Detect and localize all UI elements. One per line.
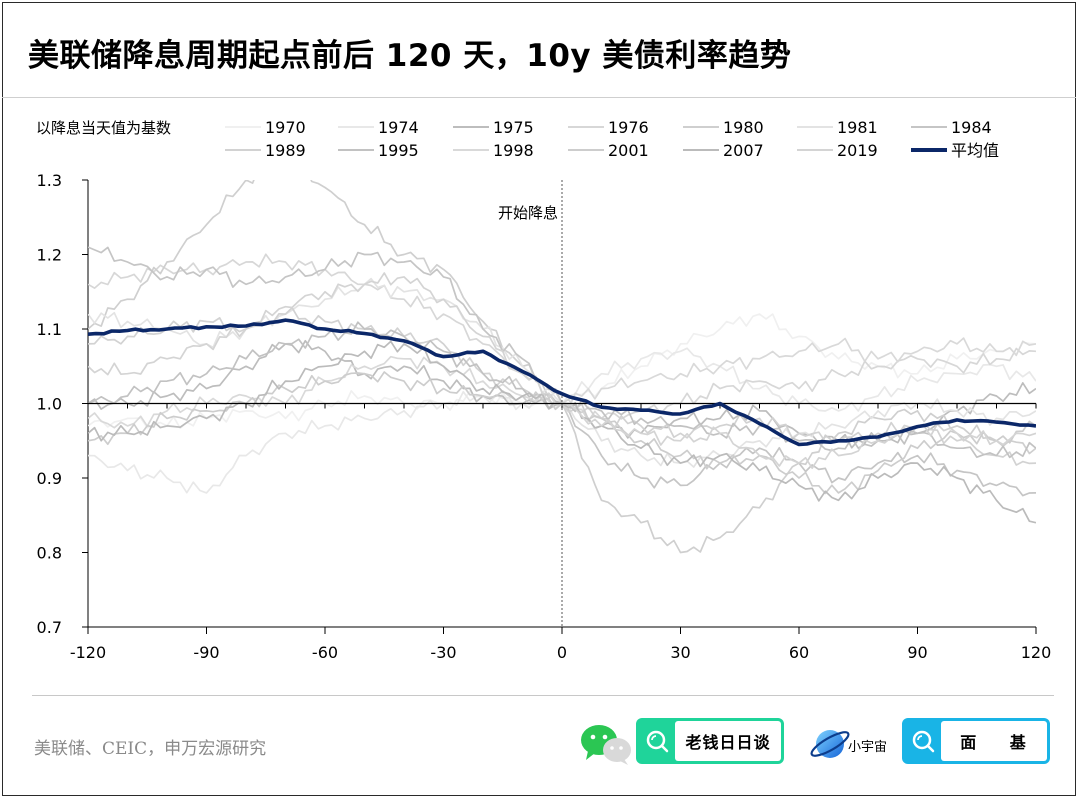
legend-label-1970: 1970: [265, 118, 306, 137]
legend-label-2007: 2007: [723, 141, 764, 160]
legend-label-1976: 1976: [608, 118, 649, 137]
x-tick-label: -120: [70, 643, 106, 662]
legend-label-平均值: 平均值: [951, 141, 999, 160]
legend-label-2001: 2001: [608, 141, 649, 160]
legend-label-2019: 2019: [837, 141, 878, 160]
brand-laoqian-label: 老钱日日谈: [675, 721, 781, 761]
legend-label-1981: 1981: [837, 118, 878, 137]
x-tick-label: 0: [557, 643, 567, 662]
y-tick-label: 1.0: [37, 395, 62, 414]
search-icon: [905, 721, 941, 761]
search-icon: [639, 721, 675, 761]
planet-icon[interactable]: [808, 722, 852, 766]
legend-label-1998: 1998: [493, 141, 534, 160]
xiaoyuzhou-label: 小宇宙: [848, 740, 888, 755]
y-tick-label: 0.8: [37, 544, 62, 563]
chart-title: 美联储降息周期起点前后 120 天，10y 美债利率趋势: [28, 38, 792, 74]
x-tick-label: 90: [907, 643, 927, 662]
wechat-icon[interactable]: [580, 722, 632, 766]
legend-label-1974: 1974: [378, 118, 419, 137]
footer-divider: [32, 695, 1054, 696]
legend-label-1980: 1980: [723, 118, 764, 137]
source-note: 美联储、CEIC，申万宏源研究: [34, 739, 267, 759]
y-tick-label: 1.2: [37, 246, 62, 265]
x-tick-label: 120: [1021, 643, 1052, 662]
brand-mianji-label: 面 基: [941, 721, 1047, 761]
x-tick-label: -30: [430, 643, 456, 662]
legend-label-1975: 1975: [493, 118, 534, 137]
y-tick-label: 1.3: [37, 171, 62, 190]
y-tick-label: 0.7: [37, 618, 62, 637]
brand-mianji-button[interactable]: 面 基: [902, 718, 1050, 764]
x-tick-label: -90: [193, 643, 219, 662]
y-tick-label: 1.1: [37, 320, 62, 339]
series-line-平均值: [88, 318, 1036, 447]
legend-label-1984: 1984: [951, 118, 992, 137]
x-tick-label: 60: [789, 643, 809, 662]
annotation-label: 开始降息: [498, 204, 558, 222]
title-divider: [2, 97, 1076, 98]
legend-label-1989: 1989: [265, 141, 306, 160]
brand-laoqian-button[interactable]: 老钱日日谈: [636, 718, 784, 764]
x-tick-label: 30: [670, 643, 690, 662]
y-tick-label: 0.9: [37, 469, 62, 488]
x-tick-label: -60: [312, 643, 338, 662]
legend-label-1995: 1995: [378, 141, 419, 160]
legend-title: 以降息当天值为基数: [36, 119, 171, 137]
